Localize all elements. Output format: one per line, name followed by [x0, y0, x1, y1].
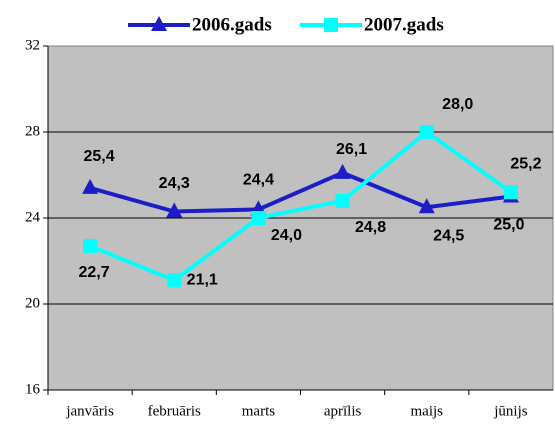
data-label: 24,5 — [433, 227, 464, 244]
legend-marker — [324, 18, 338, 32]
series-line — [89, 170, 512, 214]
x-tick-label: februāris — [148, 403, 201, 419]
data-point — [334, 163, 351, 179]
data-label: 25,4 — [84, 148, 115, 165]
data-point — [167, 273, 182, 288]
data-point — [335, 193, 350, 208]
data-label: 24,0 — [271, 227, 302, 244]
data-point — [83, 238, 98, 253]
data-label: 22,7 — [79, 264, 110, 281]
legend-label: 2007.gads — [364, 14, 444, 35]
data-point — [418, 198, 435, 214]
y-tick-label: 16 — [25, 381, 41, 397]
y-tick-label: 28 — [25, 123, 40, 139]
legend-label: 2006.gads — [192, 14, 272, 35]
y-tick-label: 24 — [25, 209, 41, 225]
data-label: 24,4 — [243, 172, 274, 189]
x-tick-label: jūnijs — [493, 403, 528, 419]
data-label: 24,3 — [159, 175, 190, 192]
y-tick-label: 32 — [25, 37, 40, 53]
data-point — [251, 211, 266, 225]
x-tick-label: maijs — [411, 403, 444, 419]
data-point — [166, 202, 183, 218]
data-label: 25,2 — [510, 155, 541, 172]
x-tick-label: aprīlis — [324, 403, 362, 419]
data-label: 24,8 — [355, 219, 386, 236]
series-line — [89, 129, 513, 283]
data-label: 28,0 — [442, 96, 473, 113]
data-label: 25,0 — [493, 217, 524, 234]
x-tick-label: janvāris — [65, 403, 114, 419]
data-point — [419, 125, 434, 139]
data-point — [82, 178, 99, 194]
legend-marker — [151, 16, 167, 31]
data-point — [503, 185, 518, 200]
data-label: 26,1 — [336, 141, 367, 158]
x-tick-label: marts — [242, 403, 275, 419]
data-label: 21,1 — [187, 272, 218, 289]
y-tick-label: 20 — [25, 295, 40, 311]
